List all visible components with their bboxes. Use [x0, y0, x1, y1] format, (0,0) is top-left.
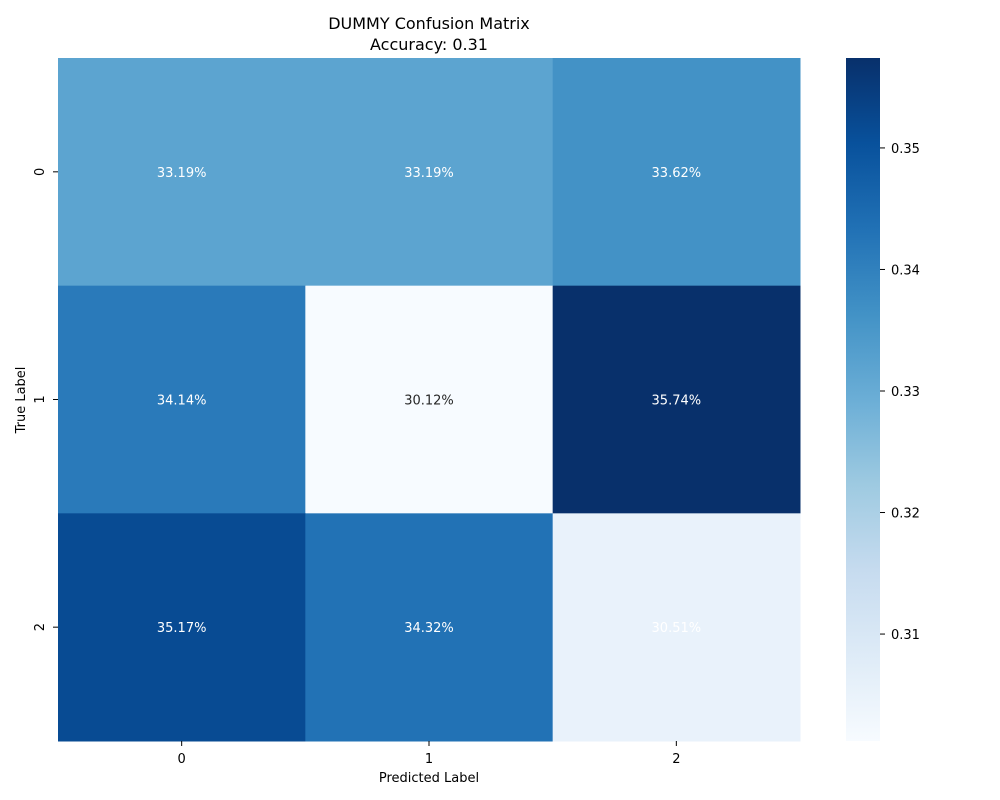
heatmap-cell-labels: 33.19% 33.19% 33.62% 34.14% 30.12% 35.74% 35.1…: [157, 166, 701, 636]
heatmap-cell: [552, 513, 801, 742]
colorbar-tick-label: 0.33: [891, 385, 920, 400]
colorbar: [846, 58, 880, 741]
y-tick-label: 2: [33, 623, 48, 631]
y-tick-label: 0: [33, 168, 48, 176]
colorbar-tick-label: 0.35: [891, 142, 920, 157]
heatmap-cells: [58, 58, 801, 742]
x-tick-label: 0: [178, 752, 186, 767]
heatmap-cell: [305, 58, 554, 287]
y-tick-label: 1: [33, 395, 48, 403]
cell-value-label: 33.62%: [652, 166, 702, 181]
x-tick-label: 1: [425, 752, 433, 767]
cell-value-label: 34.14%: [157, 394, 207, 409]
chart-title: DUMMY Confusion Matrix: [328, 14, 530, 33]
heatmap-cell: [58, 513, 306, 742]
colorbar-tick-label: 0.34: [891, 263, 920, 278]
cell-value-label: 30.51%: [652, 621, 702, 636]
colorbar-tick-label: 0.31: [891, 628, 920, 643]
chart-subtitle: Accuracy: 0.31: [370, 35, 488, 54]
y-axis-ticks: 0 1 2: [33, 168, 58, 631]
heatmap-cell: [552, 58, 801, 287]
colorbar-ticks: 0.31 0.32 0.33 0.34 0.35: [880, 142, 920, 643]
heatmap-cell: [305, 513, 554, 742]
heatmap-cell: [552, 285, 801, 514]
cell-value-label: 33.19%: [404, 166, 454, 181]
cell-value-label: 35.17%: [157, 621, 207, 636]
x-axis-label: Predicted Label: [379, 771, 479, 786]
colorbar-tick-label: 0.32: [891, 507, 920, 522]
x-axis-ticks: 0 1 2: [178, 741, 680, 767]
cell-value-label: 34.32%: [404, 621, 454, 636]
heatmap-cell: [305, 285, 554, 514]
cell-value-label: 30.12%: [404, 394, 454, 409]
y-axis-label: True Label: [14, 367, 29, 435]
cell-value-label: 33.19%: [157, 166, 207, 181]
x-tick-label: 2: [672, 752, 680, 767]
cell-value-label: 35.74%: [652, 394, 702, 409]
heatmap-cell: [58, 58, 306, 287]
heatmap-cell: [58, 285, 306, 514]
